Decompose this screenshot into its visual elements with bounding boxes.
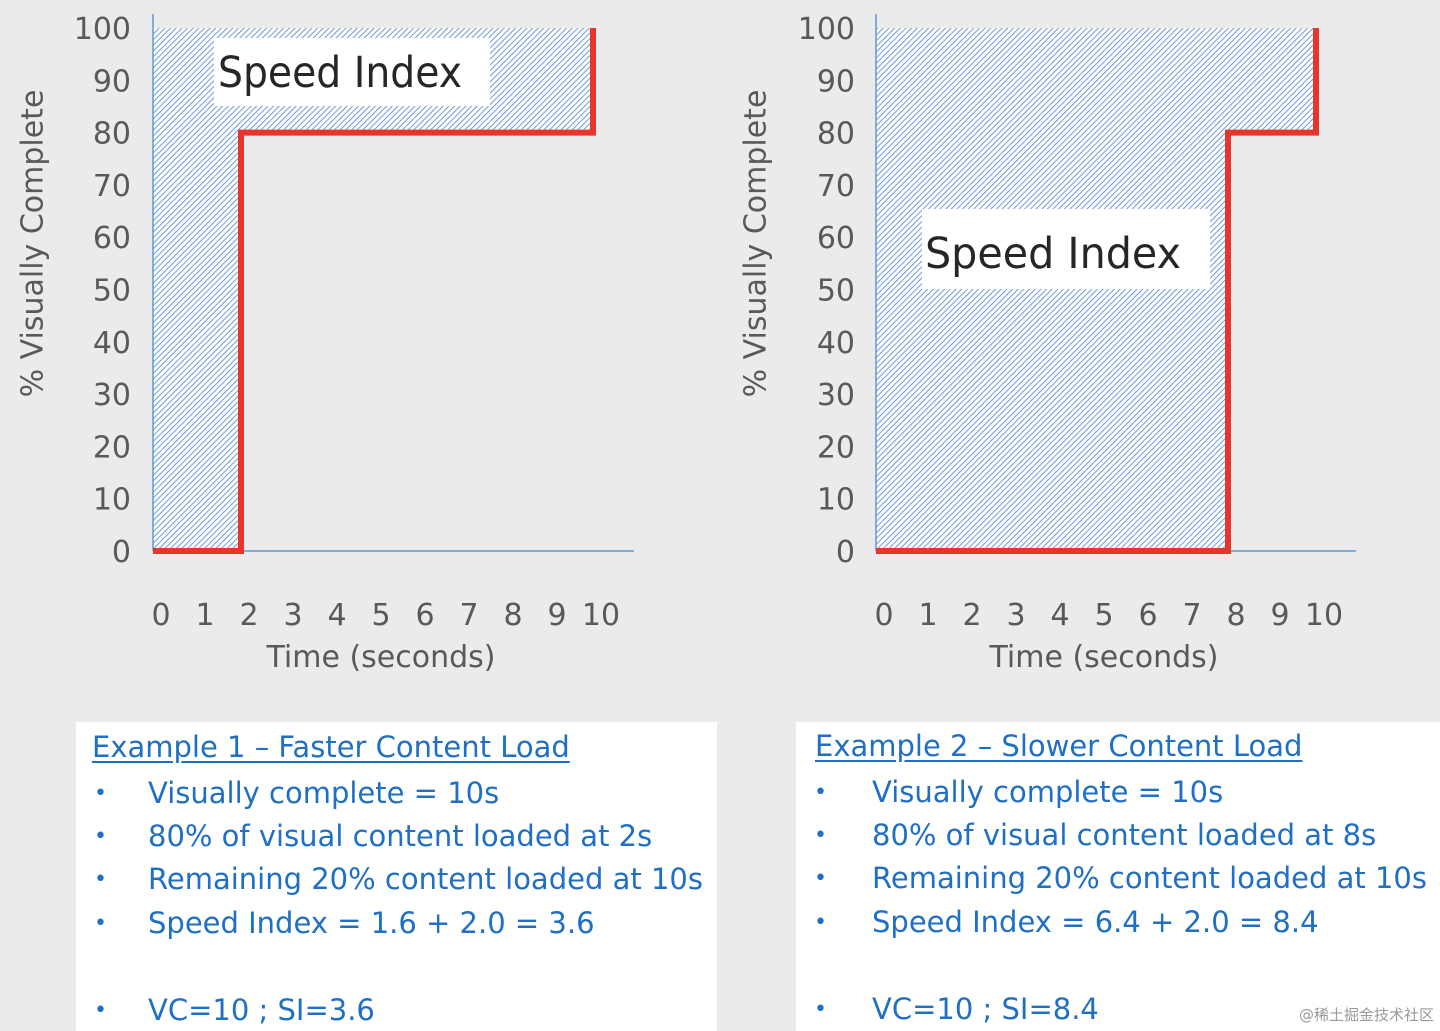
annotation-label: Speed Index	[218, 48, 462, 98]
bullet-icon: •	[814, 823, 827, 848]
y-axis-label: % Visually Complete	[16, 90, 51, 398]
x-tick-label: 10	[1305, 598, 1343, 633]
example-1-box: Example 1 – Faster Content Load • Visual…	[76, 722, 717, 1031]
bullet-icon: •	[94, 824, 107, 849]
x-tick-label: 5	[1094, 598, 1113, 633]
x-tick-label: 4	[327, 598, 346, 633]
watermark: @稀土掘金技术社区	[1298, 1006, 1434, 1024]
shaded-area	[876, 28, 1316, 551]
y-tick-label: 90	[93, 64, 131, 99]
y-tick-label: 50	[817, 274, 855, 309]
x-tick-label: 1	[918, 598, 937, 633]
x-tick-label: 5	[371, 598, 390, 633]
visual-progress-line	[876, 28, 1319, 554]
bullet-icon: •	[814, 997, 827, 1022]
y-tick-label: 0	[836, 535, 855, 570]
y-tick-label: 40	[93, 326, 131, 361]
x-tick-label: 4	[1050, 598, 1069, 633]
x-axis-label: Time (seconds)	[266, 640, 496, 675]
y-tick-label: 100	[74, 12, 131, 47]
y-tick-label: 0	[112, 535, 131, 570]
x-tick-label: 9	[547, 598, 566, 633]
example-2-item-text: Speed Index = 6.4 + 2.0 = 8.4	[872, 905, 1319, 939]
example-1-item-text: 80% of visual content loaded at 2s	[148, 819, 653, 853]
x-tick-label: 2	[239, 598, 258, 633]
x-tick-label: 2	[962, 598, 981, 633]
example-2-item-text: Visually complete = 10s	[872, 775, 1224, 809]
x-tick-label: 6	[415, 598, 434, 633]
bullet-icon: •	[94, 781, 107, 806]
bullet-icon: •	[814, 910, 827, 935]
example-2-summary-text: VC=10 ; SI=8.4	[872, 992, 1099, 1026]
example-2-item-text: Remaining 20% content loaded at 10s	[872, 861, 1427, 895]
example-2-item-text: 80% of visual content loaded at 8s	[872, 818, 1377, 852]
y-tick-label: 50	[93, 274, 131, 309]
x-tick-label: 3	[1006, 598, 1025, 633]
x-tick-label: 3	[283, 598, 302, 633]
bullet-icon: •	[814, 866, 827, 891]
y-tick-label: 70	[93, 169, 131, 204]
x-axis-label: Time (seconds)	[989, 640, 1219, 675]
example-1-item-text: Speed Index = 1.6 + 2.0 = 3.6	[148, 906, 595, 940]
y-tick-label: 70	[817, 169, 855, 204]
y-tick-label: 60	[93, 221, 131, 256]
y-tick-label: 80	[93, 117, 131, 152]
x-tick-label: 10	[582, 598, 620, 633]
example-1-item-text: Remaining 20% content loaded at 10s	[148, 862, 703, 896]
y-tick-label: 60	[817, 221, 855, 256]
x-tick-label: 1	[195, 598, 214, 633]
bullet-icon: •	[94, 867, 107, 892]
annotation-box	[214, 38, 490, 106]
x-tick-label: 7	[1182, 598, 1201, 633]
x-tick-label: 8	[503, 598, 522, 633]
bullet-icon: •	[814, 780, 827, 805]
annotation-box	[922, 209, 1210, 289]
bullet-icon: •	[94, 911, 107, 936]
x-tick-label: 9	[1270, 598, 1289, 633]
y-tick-label: 40	[817, 326, 855, 361]
visual-progress-line	[153, 28, 596, 554]
y-tick-label: 30	[93, 378, 131, 413]
y-axis-label: % Visually Complete	[739, 90, 774, 398]
y-tick-label: 90	[817, 64, 855, 99]
y-tick-label: 10	[817, 483, 855, 518]
annotation-label: Speed Index	[925, 229, 1181, 279]
shaded-area	[153, 28, 593, 551]
y-tick-label: 80	[817, 117, 855, 152]
bullet-icon: •	[94, 998, 107, 1023]
x-tick-label: 8	[1226, 598, 1245, 633]
example-1-heading[interactable]: Example 1 – Faster Content Load	[92, 730, 570, 764]
x-tick-label: 6	[1138, 598, 1157, 633]
y-tick-label: 20	[93, 430, 131, 465]
example-2-box: Example 2 – Slower Content Load • Visual…	[796, 722, 1440, 1031]
example-1-summary-text: VC=10 ; SI=3.6	[148, 993, 375, 1027]
y-tick-label: 10	[93, 483, 131, 518]
example-2-heading[interactable]: Example 2 – Slower Content Load	[815, 729, 1303, 763]
x-tick-label: 0	[874, 598, 893, 633]
y-tick-label: 100	[798, 12, 855, 47]
y-tick-label: 20	[817, 430, 855, 465]
y-tick-label: 30	[817, 378, 855, 413]
example-1-item-text: Visually complete = 10s	[148, 776, 500, 810]
x-tick-label: 0	[151, 598, 170, 633]
x-tick-label: 7	[459, 598, 478, 633]
